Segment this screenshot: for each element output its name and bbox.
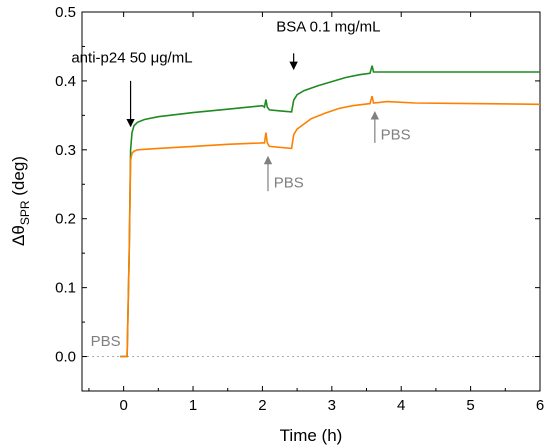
x-tick-label: 1	[189, 397, 197, 414]
ticks-layer: 0 1 2 3 4 5 6 0.0 0.1 0.2 0.3 0.4 0.5	[55, 4, 544, 414]
x-axis-title: Time (h)	[280, 426, 343, 445]
y-tick-label: 0.3	[55, 142, 76, 159]
annotation-layer: anti-p24 50 μg/mL BSA 0.1 mg/mL PBS PBS PBS	[71, 18, 410, 350]
series-line-2	[120, 95, 541, 358]
annotation-label: PBS	[91, 333, 121, 350]
x-tick-label: 5	[466, 397, 474, 414]
annotation-label: PBS	[274, 175, 304, 192]
x-tick-label: 3	[328, 397, 336, 414]
y-axis-title-main: Δθ	[9, 225, 28, 246]
x-tick-label: 2	[258, 397, 266, 414]
series-line-1	[120, 65, 540, 358]
y-axis-title-unit: (deg)	[9, 156, 28, 200]
y-tick-label: 0.5	[55, 4, 76, 21]
annotation-label: anti-p24 50 μg/mL	[71, 49, 192, 66]
x-tick-label: 0	[119, 397, 127, 414]
x-tick-label: 6	[536, 397, 544, 414]
y-tick-label: 0.2	[55, 211, 76, 228]
series-layer	[120, 65, 541, 358]
annotation-label: BSA 0.1 mg/mL	[276, 18, 380, 35]
annotation-label: PBS	[381, 126, 411, 143]
plot-frame	[81, 11, 541, 392]
y-tick-label: 0.0	[55, 349, 76, 366]
y-tick-label: 0.1	[55, 280, 76, 297]
y-axis-title: ΔθSPR (deg)	[9, 156, 32, 246]
y-tick-label: 0.4	[55, 73, 76, 90]
y-axis-title-sub: SPR	[18, 200, 32, 225]
x-tick-label: 4	[397, 397, 405, 414]
